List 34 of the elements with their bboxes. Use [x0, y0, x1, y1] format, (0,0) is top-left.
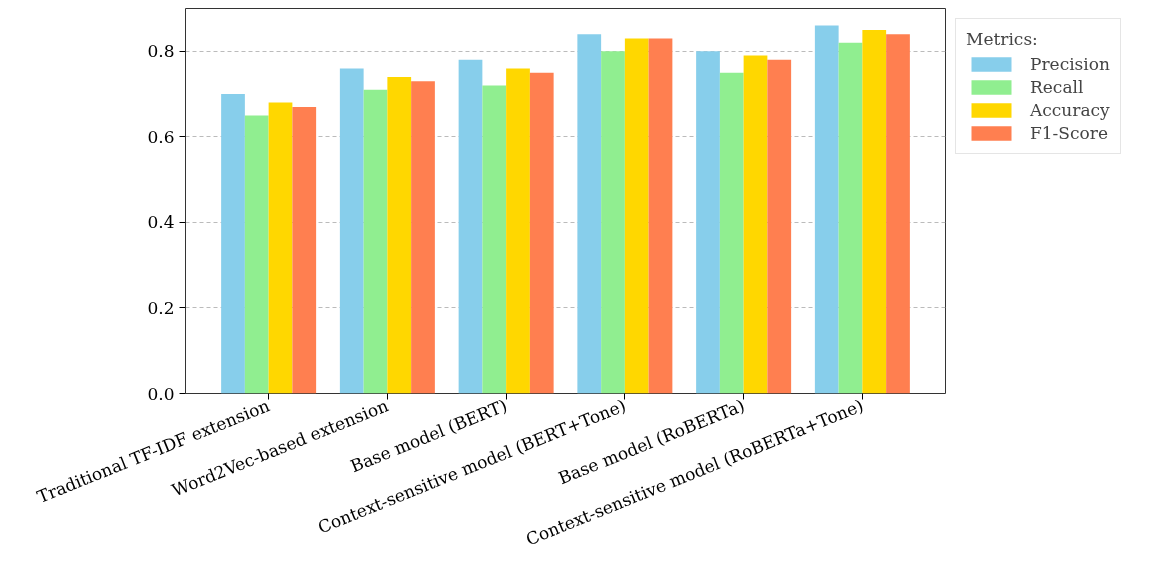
bar — [601, 51, 625, 394]
bar — [339, 68, 364, 394]
bar — [814, 25, 839, 394]
y-tick-label: 0.4 — [147, 212, 175, 233]
bar — [411, 81, 435, 394]
bar — [862, 29, 887, 394]
legend-label: Precision — [1030, 54, 1110, 74]
legend-label: Recall — [1030, 77, 1084, 97]
y-tick-label: 0.8 — [147, 41, 175, 62]
bar — [506, 68, 530, 394]
bar — [719, 72, 744, 394]
y-tick-label: 0.0 — [147, 383, 175, 404]
y-tick-label: 0.2 — [147, 297, 175, 318]
bar — [292, 106, 317, 394]
y-tick-label: 0.6 — [147, 126, 175, 147]
bar — [482, 85, 507, 394]
bar — [244, 115, 269, 394]
bar — [743, 55, 768, 394]
bar — [268, 102, 293, 394]
bar — [648, 38, 673, 394]
legend-label: F1-Score — [1030, 123, 1108, 143]
legend-title: Metrics: — [966, 29, 1039, 49]
legend-label: Accuracy — [1030, 100, 1110, 120]
bar — [696, 51, 720, 394]
bar — [577, 34, 602, 394]
bar — [387, 76, 412, 394]
bar — [767, 59, 792, 394]
bar — [221, 94, 245, 394]
bar — [363, 89, 388, 394]
bar — [886, 34, 910, 394]
bar — [458, 59, 483, 394]
bar — [838, 42, 863, 394]
bar — [529, 72, 554, 394]
bar — [624, 38, 649, 394]
